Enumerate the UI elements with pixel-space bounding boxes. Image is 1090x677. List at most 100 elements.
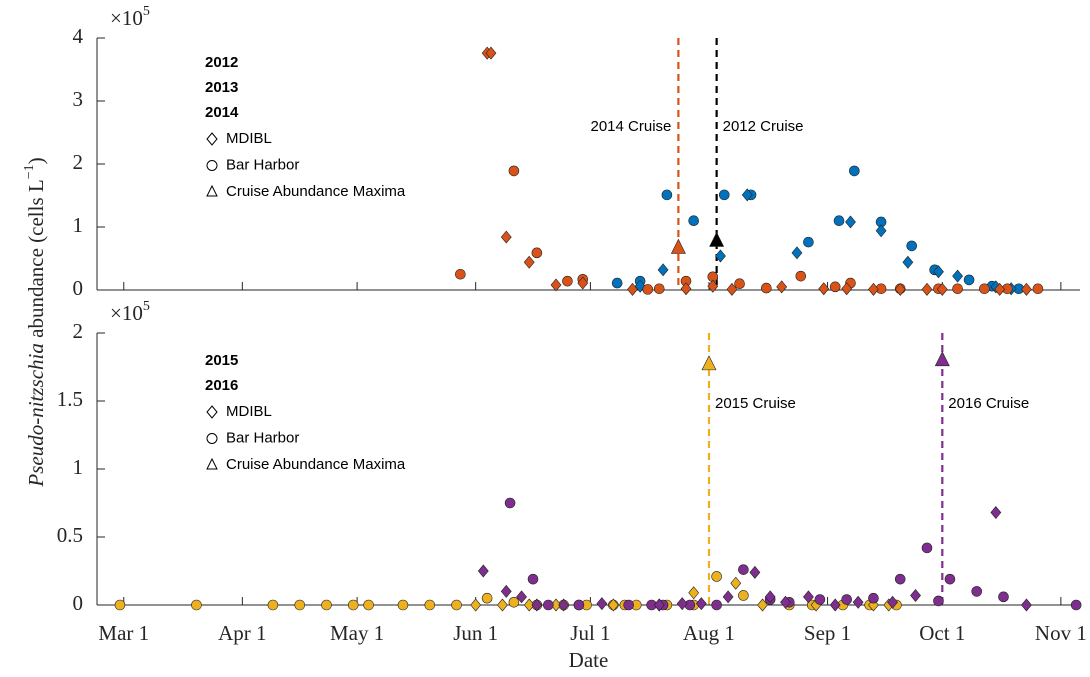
diamond-marker <box>676 597 688 611</box>
legend-marker <box>206 433 218 444</box>
diamond-marker <box>688 586 700 600</box>
circle-marker <box>711 571 722 582</box>
multiplier-base: ×10 <box>110 301 143 325</box>
circle-marker <box>508 596 520 608</box>
circle-marker <box>711 599 722 611</box>
circle-marker <box>347 599 359 611</box>
diamond-marker <box>680 282 692 296</box>
circle-marker <box>814 594 826 605</box>
diamond-marker <box>803 590 814 604</box>
diamond-marker <box>952 269 963 283</box>
diamond-marker <box>730 576 742 590</box>
legend-year: 2013 <box>205 79 238 96</box>
diamond-marker <box>707 279 719 293</box>
diamond-marker <box>875 224 887 238</box>
diamond-marker <box>921 282 933 296</box>
circle-marker <box>114 599 126 611</box>
diamond-marker <box>523 598 535 612</box>
x-tick-label: Apr 1 <box>218 621 266 645</box>
diamond-marker <box>994 282 1006 296</box>
diamond-marker <box>791 246 803 260</box>
circle-marker <box>971 586 983 597</box>
circle-marker <box>894 573 906 585</box>
diamond-marker <box>902 255 914 269</box>
circle-marker <box>849 165 860 177</box>
x-tick-label: Oct 1 <box>919 621 965 645</box>
diamond-marker <box>722 590 734 604</box>
circle-marker <box>795 270 807 282</box>
circle-marker <box>963 274 975 286</box>
y-title-italic: Pseudo-nitzschia <box>24 343 48 487</box>
circle-marker <box>761 282 772 294</box>
x-tick-label: Sep 1 <box>804 621 851 645</box>
legend-marker <box>206 405 218 419</box>
diamond-marker <box>780 595 791 609</box>
legend-year: 2014 <box>205 104 239 121</box>
legend-label: Bar Harbor <box>226 156 299 173</box>
circle-marker <box>623 599 634 611</box>
triangle-marker <box>701 355 717 371</box>
circle-marker <box>508 165 520 177</box>
diamond-marker <box>776 280 788 294</box>
legend-year: 2015 <box>205 352 238 369</box>
diamond-marker <box>596 597 608 611</box>
circle-marker <box>267 599 279 611</box>
legend-marker <box>206 457 218 470</box>
circle-marker <box>191 599 202 611</box>
diamond-marker <box>841 282 853 296</box>
y-title-exp: −1 <box>22 164 37 179</box>
diamond-marker <box>1021 598 1032 612</box>
circle-marker <box>451 599 462 611</box>
y-tick-label: 0 <box>73 591 84 615</box>
diamond-marker <box>933 265 944 279</box>
circle-marker <box>933 595 944 607</box>
triangle-marker <box>670 238 686 254</box>
legend-marker <box>206 132 218 146</box>
circle-marker <box>321 599 332 611</box>
diamond-marker <box>749 565 761 579</box>
y-title-text: abundance (cells L <box>24 179 48 343</box>
circle-marker <box>868 592 879 604</box>
circle-marker <box>803 236 814 248</box>
diamond-marker <box>577 276 589 290</box>
diamond-marker <box>500 230 512 244</box>
diamond-marker <box>531 598 543 612</box>
diamond-marker <box>829 598 841 612</box>
diamond-marker <box>485 46 497 60</box>
diamond-marker <box>695 597 707 611</box>
x-tick-label: Mar 1 <box>98 621 149 645</box>
circle-marker <box>1032 283 1044 295</box>
x-tick-label: Jul 1 <box>570 621 610 645</box>
diamond-marker <box>715 249 726 263</box>
y-tick-label: 1 <box>73 455 84 479</box>
y-tick-label: 4 <box>73 24 84 48</box>
legend-label: MDIBL <box>226 130 272 147</box>
y-tick-label: 2 <box>73 150 84 174</box>
circle-marker <box>734 278 745 290</box>
diamond-marker <box>887 595 898 609</box>
diamond-marker <box>477 564 489 578</box>
multiplier-exp: 5 <box>143 4 150 19</box>
y-tick-label: 0.5 <box>57 523 83 547</box>
y-axis-title: Pseudo-nitzschia abundance (cells L−1) <box>22 157 48 487</box>
diamond-marker <box>818 282 830 296</box>
diamond-marker <box>627 282 638 296</box>
circle-marker <box>573 599 585 611</box>
circle-marker <box>829 281 841 293</box>
diamond-marker <box>558 598 570 612</box>
circle-marker <box>738 590 749 601</box>
circle-marker <box>688 215 699 226</box>
x-tick-label: Jun 1 <box>453 621 498 645</box>
legend-marker <box>206 160 218 171</box>
circle-marker <box>979 283 990 295</box>
x-axis-title: Date <box>569 648 609 672</box>
circle-marker <box>841 594 852 605</box>
cruise-label: 2016 Cruise <box>948 395 1029 412</box>
diamond-marker <box>657 263 669 277</box>
diamond-marker <box>852 595 864 609</box>
circle-marker <box>906 240 918 252</box>
y-tick-label: 0 <box>73 276 84 300</box>
diamond-marker <box>910 589 921 602</box>
x-tick-label: Aug 1 <box>683 621 735 645</box>
